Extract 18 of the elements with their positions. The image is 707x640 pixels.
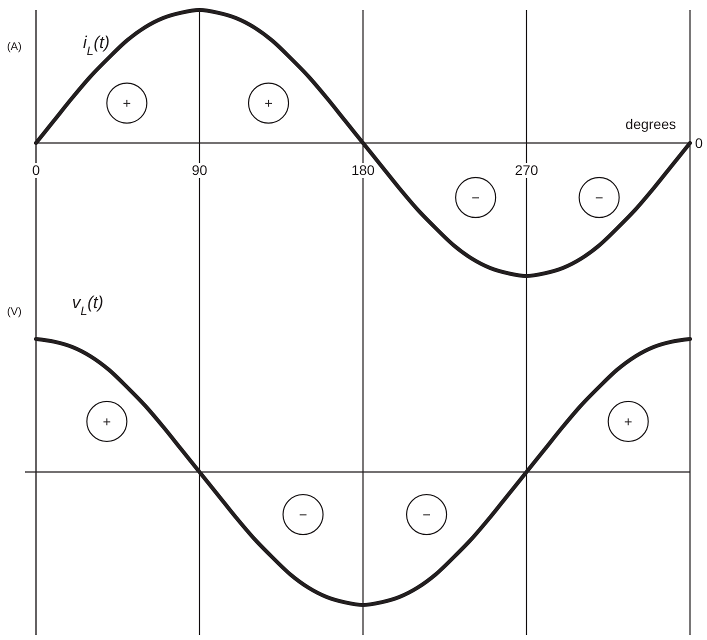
- x-tick-label: 180: [351, 162, 375, 178]
- annotation: −: [472, 190, 480, 206]
- annotation: −: [298, 506, 308, 523]
- x-tick-label: 0: [32, 162, 40, 178]
- annotation: −: [422, 506, 431, 523]
- annotation: +: [122, 95, 131, 112]
- series-label: i$_{L}$(t): [83, 33, 110, 58]
- x-tick-label: 270: [514, 162, 538, 178]
- y-axis-title: (V): [7, 306, 22, 318]
- x-axis-title: degrees: [625, 116, 676, 132]
- annotation: +: [264, 95, 273, 112]
- series-label: v$_{L}$(t): [72, 293, 104, 318]
- y-axis-title: (A): [7, 41, 22, 53]
- annotation: +: [624, 413, 632, 430]
- annotation: +: [102, 413, 111, 430]
- text: 0: [695, 135, 703, 151]
- x-tick-label: 90: [192, 162, 208, 178]
- annotation: −: [595, 190, 604, 206]
